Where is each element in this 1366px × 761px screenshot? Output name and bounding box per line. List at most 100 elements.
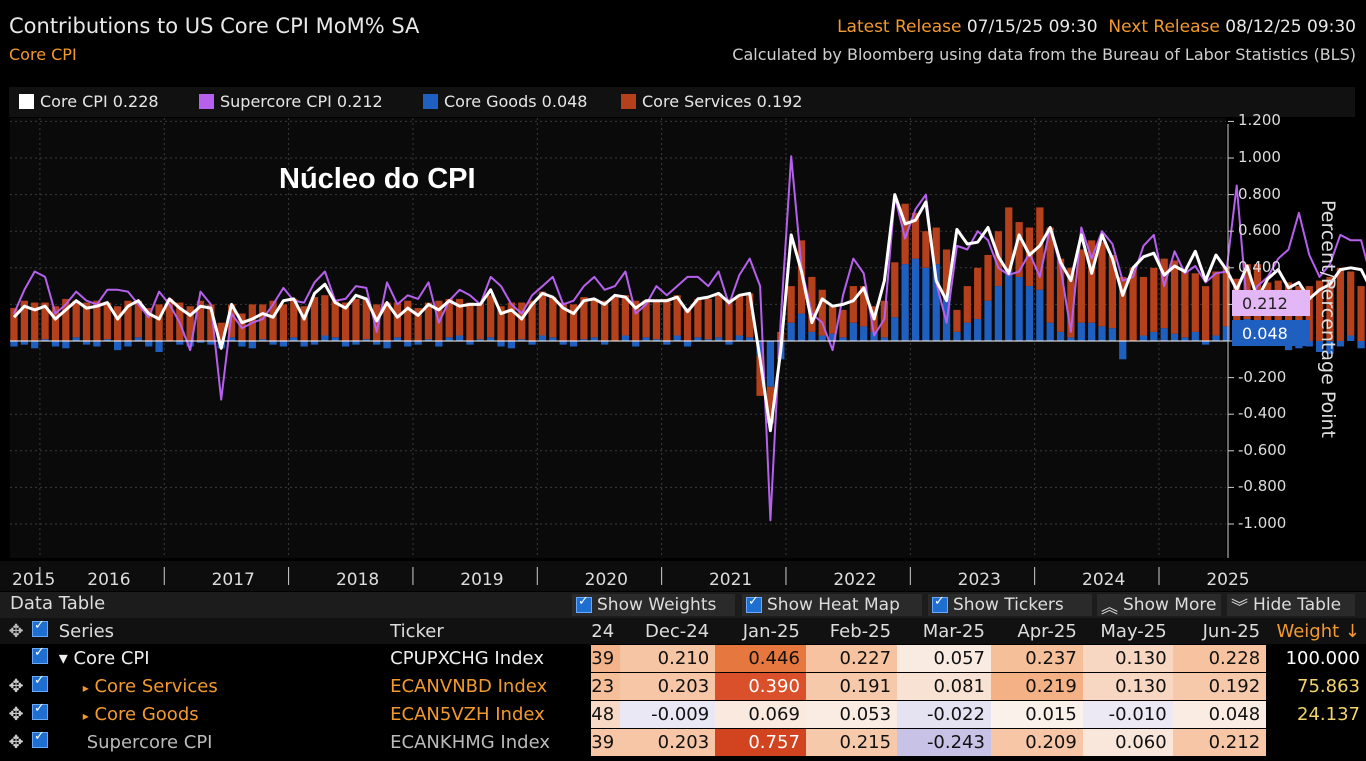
bar-core-goods xyxy=(10,341,18,347)
table-row[interactable]: ✥ ▸ Core Services ECANVNBD Index 23 0.20… xyxy=(0,672,1366,701)
checkbox-icon xyxy=(932,594,948,613)
bar-core-services xyxy=(746,293,754,338)
cell-value: 0.057 xyxy=(897,644,991,673)
y-tick-label: 0.600 xyxy=(1238,221,1281,240)
bar-core-goods xyxy=(1119,341,1127,360)
row-series-name[interactable]: ▸ Core Goods xyxy=(58,700,391,729)
bar-core-services xyxy=(196,300,205,341)
bar-core-goods xyxy=(1222,326,1230,341)
select-all-checkbox[interactable] xyxy=(31,618,59,645)
bar-core-goods xyxy=(300,341,308,347)
y-tick-label: 0.800 xyxy=(1238,184,1281,203)
chart-plot: 2015 2016 2017 2018 2019 2020 2021 2022 2023 2024… xyxy=(0,118,1366,591)
row-checkbox[interactable] xyxy=(31,672,59,701)
bar-core-services xyxy=(984,254,992,301)
bar-core-goods xyxy=(953,331,961,341)
caret-right-icon[interactable]: ▸ xyxy=(82,681,89,695)
bar-core-goods xyxy=(145,341,153,347)
bar-core-services xyxy=(569,304,578,341)
bar-core-services xyxy=(217,322,225,341)
bar-core-goods xyxy=(72,337,80,341)
header-weight[interactable]: Weight ↓ xyxy=(1266,618,1366,645)
show-tickers-toggle[interactable]: Show Tickers xyxy=(928,594,1092,616)
legend-item-core-cpi[interactable]: Core CPI 0.228 xyxy=(19,92,159,111)
legend-label: Supercore CPI 0.212 xyxy=(220,92,383,111)
cell-value: -0.243 xyxy=(897,728,991,757)
bar-core-services xyxy=(186,306,194,341)
cell-value: 0.192 xyxy=(1172,672,1267,701)
header-cut: 24 xyxy=(591,618,621,645)
bar-core-goods xyxy=(1357,341,1365,349)
x-tick-label: 2019 xyxy=(460,570,503,590)
bar-core-services xyxy=(93,300,101,341)
cell-value: -0.009 xyxy=(620,700,716,729)
row-checkbox[interactable] xyxy=(31,700,59,729)
show-heat-map-toggle[interactable]: Show Heat Map xyxy=(742,594,922,616)
bar-core-goods xyxy=(725,341,733,345)
drag-handle-icon[interactable]: ✥ xyxy=(0,700,32,729)
legend-item-core-goods[interactable]: Core Goods 0.048 xyxy=(423,92,587,111)
row-checkbox[interactable] xyxy=(31,644,59,673)
bar-core-goods xyxy=(518,339,526,341)
row-series-name[interactable]: ▾ Core CPI xyxy=(58,644,391,673)
row-series-name[interactable]: Supercore CPI xyxy=(58,728,391,757)
table-row[interactable]: ▾ Core CPI CPUPXCHG Index 39 0.210 0.446… xyxy=(0,644,1366,673)
cell-value: 0.130 xyxy=(1082,672,1173,701)
row-series-name[interactable]: ▸ Core Services xyxy=(58,672,391,701)
series-label: Core CPI xyxy=(73,648,150,669)
bar-core-goods xyxy=(1181,337,1189,341)
cell-weight: 24.137 xyxy=(1266,700,1366,729)
header-month[interactable]: Apr-25 xyxy=(990,618,1083,645)
header-month[interactable]: Mar-25 xyxy=(897,618,991,645)
bar-core-services xyxy=(963,286,971,323)
y-tick-label: -1.000 xyxy=(1238,514,1287,532)
drag-handle-icon[interactable]: ✥ xyxy=(0,618,32,645)
drag-handle-icon[interactable]: ✥ xyxy=(0,672,32,701)
drag-handle-icon[interactable]: ✥ xyxy=(0,728,32,757)
bar-core-services xyxy=(849,286,857,323)
legend-label: Core Goods 0.048 xyxy=(444,92,588,111)
header-month[interactable]: Jan-25 xyxy=(715,618,806,645)
legend: Core CPI 0.228 Supercore CPI 0.212 Core … xyxy=(9,87,1355,117)
table-row[interactable]: ✥ ▸ Core Goods ECAN5VZH Index 48 -0.009 … xyxy=(0,700,1366,729)
bar-core-services xyxy=(652,300,661,340)
data-table: ✥ Series Ticker 24 Dec-24 Jan-25 Feb-25 … xyxy=(0,618,1366,757)
bar-core-services xyxy=(424,302,433,340)
legend-item-supercore[interactable]: Supercore CPI 0.212 xyxy=(199,92,383,111)
header-series[interactable]: Series xyxy=(58,618,391,645)
header-month[interactable]: May-25 xyxy=(1082,618,1173,645)
x-tick-label: 2025 xyxy=(1206,570,1249,590)
bar-core-goods xyxy=(735,335,743,341)
caret-right-icon[interactable]: ▸ xyxy=(82,709,89,723)
hide-table-button[interactable]: ︾ Hide Table xyxy=(1227,594,1355,618)
bar-core-goods xyxy=(155,341,163,352)
y-tick-label: -0.800 xyxy=(1238,477,1287,496)
legend-item-core-services[interactable]: Core Services 0.192 xyxy=(621,92,802,111)
bar-core-goods xyxy=(227,337,236,341)
bar-core-goods xyxy=(901,264,909,341)
bar-core-goods xyxy=(103,339,111,341)
header-month[interactable]: Jun-25 xyxy=(1172,618,1267,645)
bar-core-services xyxy=(1119,276,1127,341)
table-row[interactable]: ✥ Supercore CPI ECANKHMG Index 39 0.203 … xyxy=(0,728,1366,757)
bar-core-goods xyxy=(652,339,661,341)
caret-down-icon[interactable]: ▾ xyxy=(58,648,68,669)
header-ticker[interactable]: Ticker xyxy=(390,618,592,645)
y-tick-label: 0.400 xyxy=(1238,257,1281,276)
show-weights-toggle[interactable]: Show Weights xyxy=(572,594,735,616)
row-checkbox[interactable] xyxy=(31,728,59,757)
header-month[interactable]: Feb-25 xyxy=(805,618,898,645)
bar-core-goods xyxy=(1025,286,1034,341)
bar-core-services xyxy=(683,308,692,341)
x-tick-label: 2016 xyxy=(87,570,130,590)
bar-core-services xyxy=(145,308,153,341)
cell-value: 0.015 xyxy=(990,700,1083,729)
latest-release-value: 07/15/25 09:30 xyxy=(966,17,1098,37)
bar-core-goods xyxy=(673,335,681,341)
checkbox-icon xyxy=(746,594,762,613)
header-month[interactable]: Dec-24 xyxy=(620,618,716,645)
cell-value: 0.209 xyxy=(990,728,1083,757)
show-more-button[interactable]: ︽ Show More xyxy=(1097,594,1221,618)
bar-core-goods xyxy=(911,258,920,341)
bar-core-goods xyxy=(331,337,339,341)
